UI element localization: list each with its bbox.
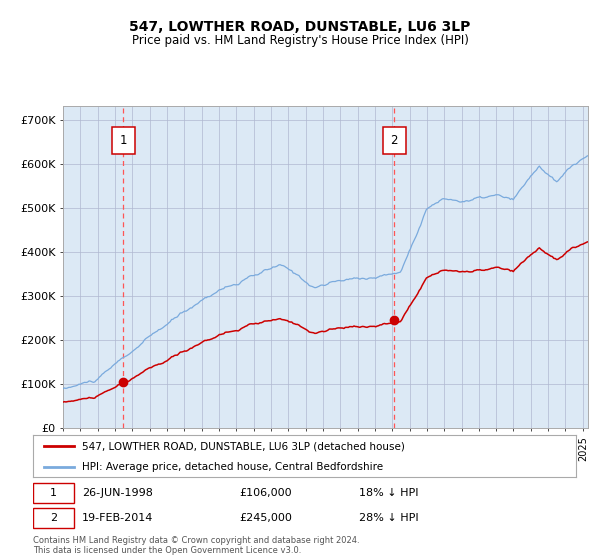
FancyBboxPatch shape <box>33 483 74 503</box>
FancyBboxPatch shape <box>33 508 74 529</box>
Text: HPI: Average price, detached house, Central Bedfordshire: HPI: Average price, detached house, Cent… <box>82 461 383 472</box>
Text: 1: 1 <box>119 134 127 147</box>
Text: Price paid vs. HM Land Registry's House Price Index (HPI): Price paid vs. HM Land Registry's House … <box>131 34 469 46</box>
Text: 547, LOWTHER ROAD, DUNSTABLE, LU6 3LP: 547, LOWTHER ROAD, DUNSTABLE, LU6 3LP <box>130 20 470 34</box>
Text: 19-FEB-2014: 19-FEB-2014 <box>82 514 153 523</box>
Text: 1: 1 <box>50 488 57 498</box>
Text: Contains HM Land Registry data © Crown copyright and database right 2024.
This d: Contains HM Land Registry data © Crown c… <box>33 536 359 556</box>
Text: 547, LOWTHER ROAD, DUNSTABLE, LU6 3LP (detached house): 547, LOWTHER ROAD, DUNSTABLE, LU6 3LP (d… <box>82 441 405 451</box>
Text: 2: 2 <box>391 134 398 147</box>
Text: £106,000: £106,000 <box>239 488 292 498</box>
Text: £245,000: £245,000 <box>239 514 292 523</box>
Text: 26-JUN-1998: 26-JUN-1998 <box>82 488 153 498</box>
FancyBboxPatch shape <box>383 127 406 154</box>
Text: 28% ↓ HPI: 28% ↓ HPI <box>359 514 418 523</box>
FancyBboxPatch shape <box>112 127 135 154</box>
Text: 18% ↓ HPI: 18% ↓ HPI <box>359 488 418 498</box>
Text: 2: 2 <box>50 514 57 523</box>
